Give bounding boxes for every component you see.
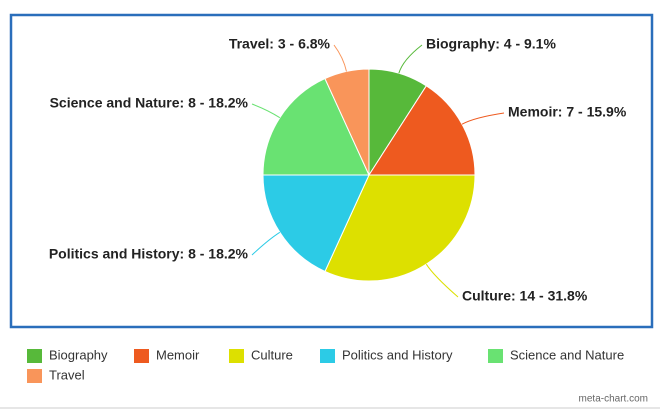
leader-line	[461, 112, 505, 125]
legend-swatch	[134, 349, 149, 363]
legend-swatch	[27, 349, 42, 363]
leader-line	[398, 44, 423, 74]
pie-slice	[262, 77, 370, 176]
legend-label: Science and Nature	[510, 347, 624, 362]
legend-label: Culture	[251, 347, 293, 362]
data-label: Science and Nature: 8 - 18.2%	[50, 95, 249, 111]
legend-swatch	[27, 369, 42, 383]
legend-swatch	[229, 349, 244, 363]
legend-label: Travel	[49, 367, 85, 382]
legend-label: Biography	[49, 347, 108, 362]
data-label: Politics and History: 8 - 18.2%	[49, 246, 249, 262]
pie-slice	[262, 174, 370, 273]
legend-swatch	[320, 349, 335, 363]
data-label: Biography: 4 - 9.1%	[426, 36, 556, 52]
data-label: Travel: 3 - 6.8%	[229, 36, 331, 52]
leader-line	[251, 231, 281, 256]
leader-line	[333, 44, 347, 72]
data-label: Memoir: 7 - 15.9%	[508, 104, 627, 120]
legend-label: Politics and History	[342, 347, 453, 362]
data-label: Culture: 14 - 31.8%	[462, 288, 588, 304]
pie-slice	[324, 174, 476, 282]
credit: meta-chart.com	[579, 394, 648, 405]
leader-line	[425, 263, 459, 298]
pie-slice	[368, 85, 476, 176]
legend-label: Memoir	[156, 347, 200, 362]
leader-line	[251, 103, 281, 119]
legend-swatch	[488, 349, 503, 363]
